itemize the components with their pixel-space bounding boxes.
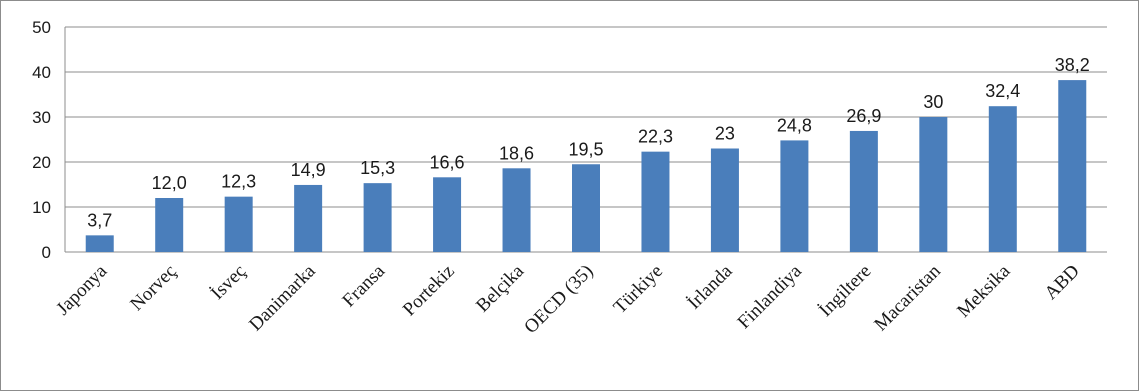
x-tick-label: Belçika (472, 260, 528, 316)
x-tick-label: Japonya (52, 260, 111, 319)
x-tick-label: İrlanda (684, 260, 737, 313)
data-label: 18,6 (499, 143, 534, 163)
bars (85, 80, 1087, 252)
bar (1058, 80, 1087, 252)
bar (433, 177, 462, 252)
y-tick-label: 20 (32, 153, 51, 172)
x-tick-label: İngiltere (815, 261, 875, 321)
x-tick-label: Macaristan (870, 260, 945, 335)
bar (849, 130, 878, 252)
data-label: 24,8 (777, 115, 812, 135)
bar (294, 184, 323, 252)
bar (641, 151, 670, 252)
data-label: 12,3 (221, 172, 256, 192)
bar (155, 198, 184, 252)
bar (85, 235, 114, 252)
data-label: 16,6 (430, 152, 465, 172)
bar (710, 148, 739, 252)
x-tick-label: ABD (1041, 261, 1084, 304)
x-tick-label: OECD (35) (520, 261, 597, 338)
y-tick-labels: 0 10 20 30 40 50 (32, 18, 51, 262)
data-label: 26,9 (846, 106, 881, 126)
bar (919, 117, 948, 252)
bar (502, 168, 531, 252)
y-tick-label: 40 (32, 63, 51, 82)
x-tick-label: Norveç (126, 261, 180, 315)
x-tick-label: Türkiye (610, 261, 667, 318)
x-tick-label: Finlandiya (734, 260, 807, 333)
x-tick-label: İsveç (207, 261, 250, 304)
bar (224, 196, 253, 252)
data-label: 14,9 (291, 160, 326, 180)
data-label: 3,7 (87, 210, 112, 230)
data-label: 22,3 (638, 127, 673, 147)
data-label: 15,3 (360, 158, 395, 178)
data-label: 32,4 (985, 81, 1020, 101)
bar (780, 140, 809, 252)
bar (363, 183, 392, 252)
bar (988, 106, 1017, 252)
data-label: 12,0 (152, 173, 187, 193)
x-tick-label: Portekiz (399, 261, 459, 321)
y-tick-label: 10 (32, 198, 51, 217)
data-label: 23 (715, 124, 735, 144)
x-tick-label: Meksika (953, 260, 1015, 322)
y-tick-label: 50 (32, 18, 51, 37)
data-label: 19,5 (568, 139, 603, 159)
x-tick-label: Danimarka (245, 260, 320, 335)
data-labels: 3,7 12,0 12,3 14,9 15,3 16,6 18,6 19,5 22,3 23 24,… (87, 55, 1090, 230)
bar (572, 164, 600, 252)
y-tick-label: 0 (42, 243, 51, 262)
y-tick-label: 30 (32, 108, 51, 127)
x-tick-label: Fransa (338, 260, 389, 311)
data-label: 38,2 (1055, 55, 1090, 75)
data-label: 30 (923, 92, 943, 112)
